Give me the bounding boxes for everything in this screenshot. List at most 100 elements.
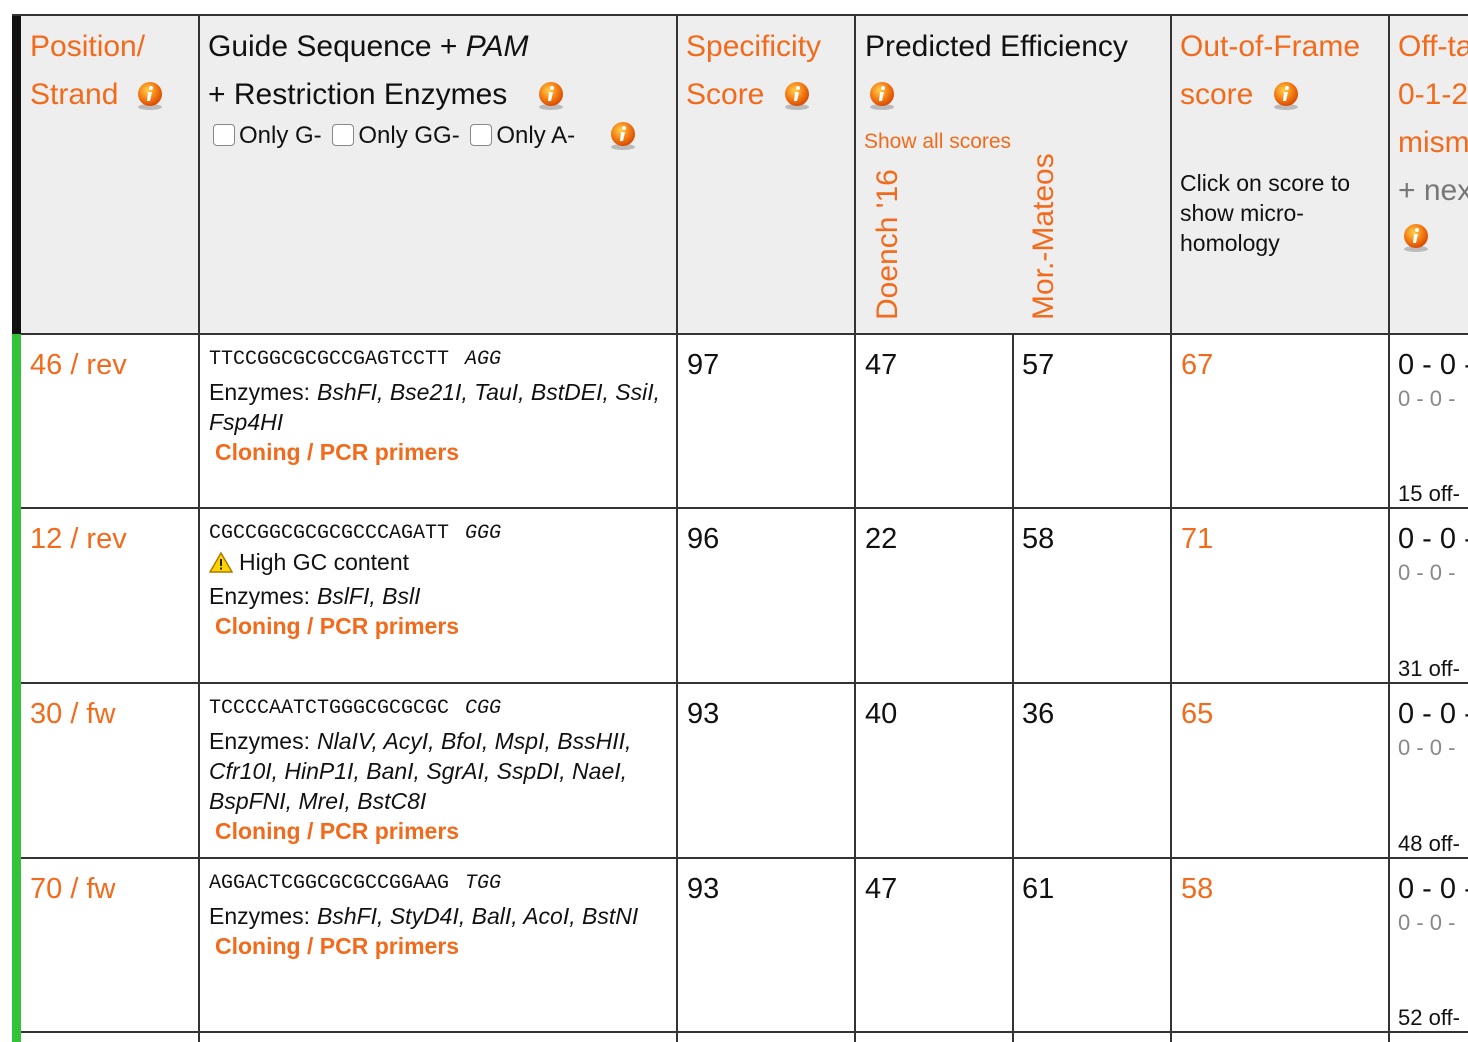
column-border: [1170, 15, 1172, 1042]
mateos-score: 36: [1022, 698, 1055, 730]
info-icon: [1274, 82, 1298, 110]
mateos-score: 58: [1022, 523, 1055, 555]
row-border: [21, 682, 1468, 684]
sequence-line: CGCCGGCGCGCGCCCAGATT GGG: [209, 521, 671, 547]
header-off-target: Off-ta 0-1-2 mism + nex: [1398, 23, 1468, 215]
out-of-frame-score[interactable]: 67: [1181, 349, 1214, 381]
cloning-link[interactable]: Cloning / PCR primers: [215, 933, 460, 959]
info-icon: [870, 82, 894, 110]
off-target-total[interactable]: 52 off-: [1398, 1005, 1460, 1030]
guide-sequence: TTCCGGCGCGCCGAGTCCTT: [209, 348, 450, 371]
enzymes-label: Enzymes:: [209, 903, 310, 929]
out-of-frame-score[interactable]: 71: [1181, 523, 1214, 555]
column-border: [854, 15, 856, 1042]
header-off-target-line: Off-ta: [1398, 30, 1468, 63]
info-icon: [785, 82, 809, 110]
strand-bar: [12, 334, 21, 1042]
filter-label: Only GG-: [358, 122, 460, 149]
pam: TGG: [465, 872, 502, 895]
enzymes: Enzymes: BshFI, StyD4I, BalI, AcoI, BstNI: [209, 901, 671, 931]
specificity-score: 93: [687, 698, 720, 730]
header-guide-sequence: Guide Sequence +: [208, 30, 458, 63]
off-target-sub: 0 - 0 -: [1398, 735, 1456, 760]
sequence-line: TTCCGGCGCGCCGAGTCCTT AGG: [209, 347, 671, 373]
guide-sequence: TCCCCAATCTGGGCGCGCGC: [209, 697, 450, 720]
off-target-counts: 0 - 0 -: [1398, 873, 1468, 905]
enzymes: Enzymes: BshFI, Bse21I, TauI, BstDEI, Ssi…: [209, 377, 671, 437]
header-bar: [12, 15, 21, 334]
off-target-sub: 0 - 0 -: [1398, 560, 1456, 585]
off-target-cell: 0 - 0 - 0 - 0 - 52 off-: [1398, 873, 1468, 1031]
info-icon: [1404, 224, 1428, 252]
column-border: [676, 15, 678, 1042]
pam: AGG: [465, 348, 502, 371]
header-off-target-line: + nex: [1398, 174, 1468, 207]
enzyme-list: BshFI, StyD4I, BalI, AcoI, BstNI: [316, 903, 639, 929]
row-border: [21, 333, 1468, 335]
header-doench: Doench '16: [871, 169, 904, 320]
mateos-score: 61: [1022, 873, 1055, 905]
warning-icon: [208, 551, 234, 573]
header-off-target-line: 0-1-2: [1398, 78, 1468, 111]
column-border: [198, 15, 200, 1042]
header-bg: [12, 15, 1468, 334]
cloning-link[interactable]: Cloning / PCR primers: [215, 818, 460, 844]
checkbox[interactable]: [470, 124, 493, 146]
enzyme-list: BshFI, Bse21I, TauI, BstDEI, SsiI, Fsp4H…: [209, 379, 660, 435]
info-icon: [611, 122, 635, 150]
header-specificity: Specificity Score: [686, 30, 822, 111]
header-out-of-frame: Out-of-Frame score: [1180, 30, 1361, 111]
enzymes: Enzymes: BslFI, BslI: [209, 581, 671, 611]
info-icon: [138, 82, 162, 110]
cloning-link[interactable]: Cloning / PCR primers: [215, 613, 460, 639]
column-border: [1388, 15, 1390, 1042]
row-border: [21, 857, 1468, 859]
column-border: [1012, 334, 1014, 1042]
off-target-cell: 0 - 0 - 0 - 0 - 48 off-: [1398, 698, 1468, 857]
row-border: [21, 1031, 1468, 1033]
guide-sequence: CGCCGGCGCGCGCCCAGATT: [209, 522, 450, 545]
enzyme-list: NlaIV, AcyI, BfoI, MspI, BssHII, Cfr10I,…: [209, 728, 632, 814]
position-link[interactable]: 70 / fw: [30, 873, 116, 905]
guide-sequence: AGGACTCGGCGCGCCGGAAG: [209, 872, 450, 895]
out-of-frame-score[interactable]: 65: [1181, 698, 1214, 730]
off-target-total[interactable]: 15 off-: [1398, 481, 1460, 506]
header-position: Position/ Strand: [30, 30, 146, 111]
mateos-score: 57: [1022, 349, 1055, 381]
specificity-score: 97: [687, 349, 720, 381]
header-off-target-line: mism: [1398, 126, 1468, 159]
header-out-of-frame-note: Click on score to show micro-homology: [1180, 170, 1351, 256]
enzyme-list: BslFI, BslI: [316, 583, 421, 609]
header-guide: Guide Sequence + PAM + Restriction Enzym…: [208, 23, 668, 119]
show-all-scores-link[interactable]: Show all scores: [864, 130, 1012, 153]
off-target-counts: 0 - 0 -: [1398, 698, 1468, 730]
row-border: [12, 14, 1468, 16]
position-link[interactable]: 30 / fw: [30, 698, 116, 730]
row-border: [21, 507, 1468, 509]
cloning-link[interactable]: Cloning / PCR primers: [215, 439, 460, 465]
off-target-total[interactable]: 48 off-: [1398, 831, 1460, 856]
enzymes-label: Enzymes:: [209, 728, 310, 754]
position-link[interactable]: 46 / rev: [30, 349, 127, 381]
doench-score: 40: [865, 698, 898, 730]
warning-line: High GC content: [208, 547, 671, 577]
filter-label: Only G-: [239, 122, 322, 149]
header-pam: PAM: [465, 30, 529, 63]
position-link[interactable]: 12 / rev: [30, 523, 127, 555]
doench-score: 47: [865, 873, 898, 905]
info-icon: [539, 82, 563, 110]
pam: GGG: [465, 522, 502, 545]
sequence-line: TCCCCAATCTGGGCGCGCGC CGG: [209, 696, 671, 722]
off-target-total[interactable]: 31 off-: [1398, 656, 1460, 681]
specificity-score: 93: [687, 873, 720, 905]
filters: Only G- Only GG- Only A-: [209, 122, 575, 150]
checkbox[interactable]: [213, 124, 235, 146]
header-efficiency: Predicted Efficiency: [865, 30, 1128, 63]
guide-cell: TCCCCAATCTGGGCGCGCGC CGG Enzymes: NlaIV, Ac…: [209, 696, 671, 846]
checkbox[interactable]: [332, 124, 355, 146]
header-enzymes: + Restriction Enzymes: [208, 78, 508, 111]
doench-score: 22: [865, 523, 898, 555]
filter-label: Only A-: [496, 122, 576, 149]
off-target-cell: 0 - 0 - 0 - 0 - 15 off-: [1398, 349, 1468, 507]
out-of-frame-score[interactable]: 58: [1181, 873, 1214, 905]
